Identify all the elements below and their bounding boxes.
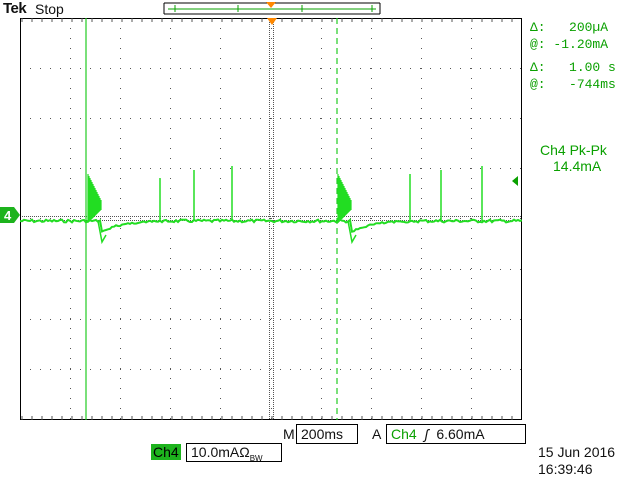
trigger-slope-icon: ʃ — [424, 426, 429, 442]
trace-burst-2 — [337, 174, 352, 223]
trigger-mode-label: A — [372, 426, 382, 442]
cursor-current-delta: Δ: 200µA — [530, 20, 609, 35]
cursor-lines — [85, 18, 338, 420]
trace-undershoot-1 — [97, 220, 107, 245]
record-position-bar[interactable] — [0, 0, 640, 18]
time-display: 16:39:46 — [538, 461, 593, 477]
channel-4-trace — [20, 166, 522, 245]
channel-4-scale-readout[interactable]: 10.0mAΩBW — [186, 443, 282, 463]
measurement-value: 14.4mA — [553, 158, 602, 174]
run-state-indicator: Stop — [35, 1, 64, 17]
trigger-level-arrow-icon — [512, 176, 518, 186]
cursor-current-at: @: -1.20mA — [530, 37, 609, 52]
trace-burst-1 — [87, 174, 102, 223]
measurement-name: Ch4 Pk-Pk — [540, 142, 607, 158]
trace-baseline — [20, 218, 522, 233]
trigger-readout[interactable]: Ch4 ʃ 6.60mA — [386, 424, 526, 444]
channel-4-ground-marker[interactable]: 4 — [0, 207, 20, 223]
channel-4-badge[interactable]: Ch4 — [151, 444, 181, 460]
brand-logo: Tek — [3, 0, 27, 17]
trigger-level: 6.60mA — [436, 426, 485, 442]
timebase-readout[interactable]: 200ms — [296, 424, 358, 444]
date-display: 15 Jun 2016 — [538, 444, 616, 460]
top-status-bar: Tek Stop — [0, 0, 640, 18]
cursor-time-delta: Δ: 1.00 s — [530, 60, 616, 75]
trigger-point-marker-icon — [267, 18, 277, 25]
trigger-position-marker-icon — [266, 2, 276, 8]
channel-scale: 10.0mAΩ — [191, 444, 250, 460]
trigger-source: Ch4 — [391, 426, 417, 442]
channel-number: 4 — [4, 208, 12, 223]
bandwidth-limit-icon: BW — [249, 453, 263, 463]
trace-undershoot-2 — [347, 220, 357, 245]
timebase-mode-label: M — [283, 426, 295, 442]
waveform-display[interactable] — [20, 18, 522, 420]
cursor-time-at: @: -744ms — [530, 77, 616, 92]
